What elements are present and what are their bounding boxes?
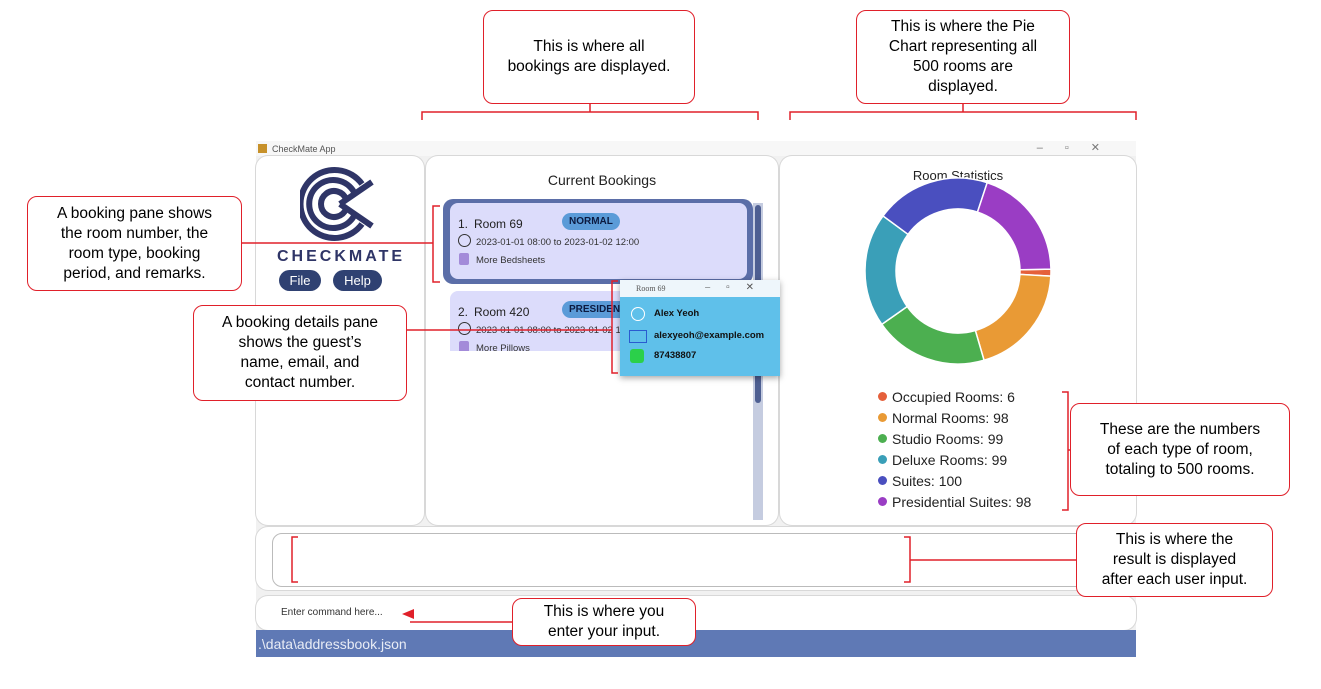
legend-label: Suites: 100 (892, 472, 963, 489)
legend-label: Studio Rooms: 99 (892, 430, 1004, 447)
details-popup: Room 69 –▫✕ Alex Yeoh alexyeoh@example.co… (620, 280, 780, 376)
phone-icon (630, 349, 644, 363)
status-bar: .\data\addressbook.json (256, 630, 1136, 657)
bookings-title: Current Bookings (547, 172, 657, 188)
room-type-badge: NORMAL (562, 213, 620, 230)
command-box[interactable] (256, 596, 1136, 630)
legend-swatch (878, 434, 887, 443)
legend-label: Presidential Suites: 98 (892, 493, 1032, 510)
booking-room: Room 69 (474, 217, 523, 231)
title-bar: CheckMate App –▫✕ (256, 141, 1136, 156)
popup-controls[interactable]: –▫✕ (705, 282, 770, 293)
legend-label: Normal Rooms: 98 (892, 409, 1009, 426)
legend-item: Deluxe Rooms: 99 (878, 449, 1118, 470)
booking-index: 1. (458, 217, 469, 231)
guest-name: Alex Yeoh (654, 308, 700, 319)
mail-icon (629, 330, 647, 343)
popup-title-bar: Room 69 –▫✕ (620, 280, 780, 297)
legend-item: Suites: 100 (878, 470, 1118, 491)
command-placeholder[interactable]: Enter command here... (281, 607, 383, 618)
booking-period: 2023-01-01 08:00 to 2023-01-02 12:00 (476, 237, 640, 248)
donut-segment (881, 177, 989, 236)
legend-swatch (878, 455, 887, 464)
donut-segment (880, 305, 985, 365)
legend-label: Occupied Rooms: 6 (892, 388, 1015, 405)
legend-item: Occupied Rooms: 6 (878, 386, 1118, 407)
window-title: CheckMate App (272, 144, 336, 154)
annotation: This is where all bookings are displayed… (483, 10, 695, 104)
popup-title: Room 69 (636, 284, 666, 293)
legend-item: Normal Rooms: 98 (878, 407, 1118, 428)
guest-phone: 87438807 (654, 350, 697, 361)
legend-label: Deluxe Rooms: 99 (892, 451, 1008, 468)
status-path: .\data\addressbook.json (258, 636, 407, 652)
legend-swatch (878, 476, 887, 485)
annotation: A booking pane shows the room number, th… (27, 196, 242, 291)
statistics-title: Room Statistics (912, 168, 1004, 183)
booking-remarks: More Bedsheets (476, 255, 546, 266)
annotation: This is where you enter your input. (512, 598, 696, 646)
booking-heading: 1. Room 69 (458, 217, 523, 231)
app-icon (258, 144, 267, 153)
result-display (272, 533, 1120, 587)
remarks-icon (459, 253, 469, 265)
annotation: This is where the Pie Chart representing… (856, 10, 1070, 104)
annotation: This is where the result is displayed af… (1076, 523, 1273, 597)
annotation: A booking details pane shows the guest’s… (193, 305, 407, 401)
legend-swatch (878, 497, 887, 506)
booking-card[interactable]: 1. Room 69 NORMAL 2023-01-01 08:00 to 2023-… (450, 203, 747, 279)
legend-item: Presidential Suites: 98 (878, 491, 1118, 512)
clock-icon (458, 234, 471, 247)
annotation: These are the numbers of each type of ro… (1070, 403, 1290, 496)
person-icon (631, 307, 645, 321)
legend: Occupied Rooms: 6 Normal Rooms: 98 Studio … (878, 386, 1118, 512)
legend-item: Studio Rooms: 99 (878, 428, 1118, 449)
donut-segment (976, 181, 1052, 271)
window-controls[interactable]: –▫✕ (1036, 142, 1122, 154)
guest-email: alexyeoh@example.com (654, 330, 765, 341)
donut-segment (864, 214, 910, 326)
legend-swatch (878, 413, 887, 422)
donut-segment (974, 273, 1052, 362)
legend-swatch (878, 392, 887, 401)
